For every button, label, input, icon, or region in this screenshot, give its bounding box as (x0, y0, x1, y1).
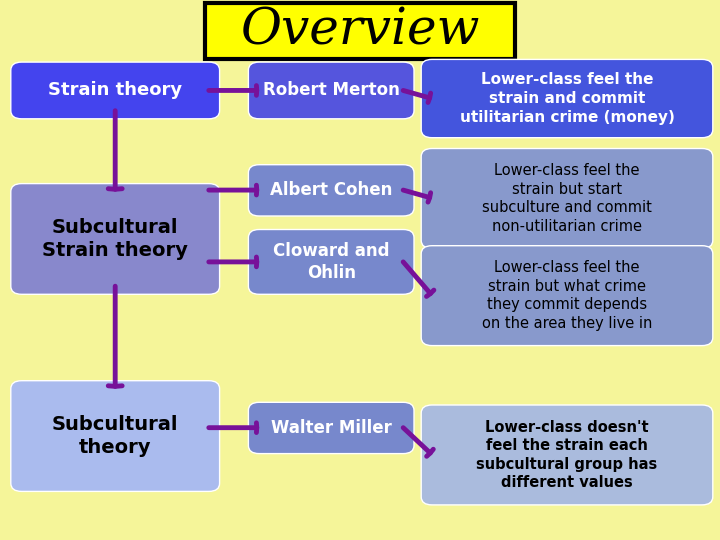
Text: Subcultural
theory: Subcultural theory (52, 415, 179, 457)
Text: Robert Merton: Robert Merton (263, 82, 400, 99)
FancyBboxPatch shape (421, 405, 713, 505)
Text: Lower-class feel the
strain but start
subculture and commit
non-utilitarian crim: Lower-class feel the strain but start su… (482, 163, 652, 234)
FancyBboxPatch shape (11, 184, 220, 294)
Text: Lower-class feel the
strain and commit
utilitarian crime (money): Lower-class feel the strain and commit u… (459, 72, 675, 125)
Text: Albert Cohen: Albert Cohen (270, 181, 392, 199)
FancyBboxPatch shape (248, 230, 414, 294)
FancyBboxPatch shape (248, 402, 414, 454)
Text: Overview: Overview (240, 6, 480, 56)
FancyBboxPatch shape (248, 165, 414, 216)
Text: Walter Miller: Walter Miller (271, 419, 392, 437)
FancyBboxPatch shape (205, 3, 515, 59)
Text: Subcultural
Strain theory: Subcultural Strain theory (42, 218, 188, 260)
FancyBboxPatch shape (11, 62, 220, 119)
Text: Lower-class doesn't
feel the strain each
subcultural group has
different values: Lower-class doesn't feel the strain each… (477, 420, 657, 490)
FancyBboxPatch shape (248, 62, 414, 119)
Text: Lower-class feel the
strain but what crime
they commit depends
on the area they : Lower-class feel the strain but what cri… (482, 260, 652, 331)
FancyBboxPatch shape (421, 59, 713, 138)
FancyBboxPatch shape (421, 148, 713, 248)
Text: Cloward and
Ohlin: Cloward and Ohlin (273, 242, 390, 282)
Text: Strain theory: Strain theory (48, 82, 182, 99)
FancyBboxPatch shape (421, 246, 713, 346)
FancyBboxPatch shape (11, 381, 220, 491)
